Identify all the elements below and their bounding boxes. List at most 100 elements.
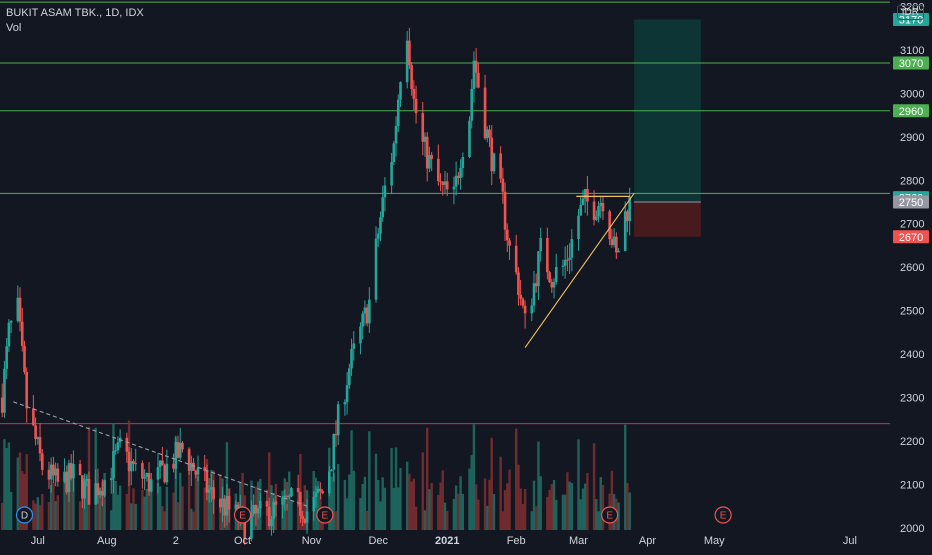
volume-bar: [343, 479, 347, 530]
price-label: 3170: [899, 15, 923, 27]
candle-body: [592, 201, 596, 220]
volume-bar: [78, 501, 82, 530]
candle-body: [514, 245, 518, 273]
volume-bar: [535, 506, 538, 530]
volume-bar: [147, 478, 151, 530]
currency-button[interactable]: IDR: [896, 5, 924, 20]
candle-body: [381, 197, 384, 218]
candle-body: [441, 181, 445, 185]
volume-bar: [532, 480, 536, 530]
volume-bar: [125, 493, 129, 530]
candle-body: [192, 462, 195, 471]
candle-body: [161, 460, 164, 466]
volume-bar: [441, 470, 444, 530]
volume-bar: [577, 439, 580, 530]
x-tick-label: Nov: [302, 535, 322, 547]
candle-body: [150, 479, 153, 492]
candle-body: [243, 510, 247, 539]
volume-bar: [468, 468, 471, 530]
candle-body: [423, 136, 427, 142]
candle-body: [348, 368, 351, 386]
candle-body: [290, 487, 293, 497]
volume-bar: [270, 485, 273, 530]
trend-line-1: [13, 401, 308, 507]
candle-body: [546, 237, 549, 273]
x-tick-label: Mar: [569, 535, 588, 547]
volume-bar: [143, 496, 146, 530]
y-tick-label: 2000: [900, 523, 924, 535]
candle-body: [101, 490, 104, 496]
x-tick-label: May: [704, 535, 725, 547]
candle-body: [303, 518, 307, 523]
volume-bar: [457, 493, 460, 530]
volume-bar: [461, 493, 464, 530]
candle-body: [296, 487, 300, 493]
candle-body: [390, 161, 393, 186]
volume-bar: [56, 495, 60, 530]
candle-body: [212, 487, 215, 500]
volume-bar: [187, 447, 191, 530]
candle-body: [49, 464, 53, 480]
volume-bar: [581, 488, 585, 530]
candle-body: [521, 298, 525, 306]
candle-body: [410, 65, 413, 89]
candle-body: [156, 467, 160, 480]
volume-bar: [41, 493, 44, 530]
volume-bar: [399, 468, 402, 530]
candle-body: [274, 501, 278, 505]
candle-body: [225, 495, 229, 516]
volume-bar: [624, 424, 627, 530]
candle-body: [52, 464, 55, 476]
volume-bar: [181, 486, 184, 530]
candle-body: [523, 305, 527, 314]
volume-bar: [49, 484, 53, 530]
candle-body: [319, 488, 322, 492]
candle-body: [570, 239, 574, 258]
trend-line-0: [524, 193, 635, 348]
event-marker-label: E: [606, 511, 613, 522]
candle-body: [552, 281, 556, 288]
volume-bar: [579, 499, 582, 530]
candle-body: [221, 498, 224, 508]
volume-bar: [145, 488, 149, 530]
volume-bar: [437, 494, 440, 530]
volume-label: Vol: [6, 22, 22, 34]
volume-bar: [165, 486, 169, 530]
volume-bar: [332, 472, 335, 530]
volume-bar: [361, 483, 364, 530]
price-label: 2750: [899, 197, 923, 209]
candle-body: [207, 489, 211, 493]
y-tick-label: 2700: [900, 219, 924, 231]
candle-body: [203, 467, 206, 471]
candle-body: [492, 153, 496, 172]
candle-body: [501, 178, 505, 192]
volume-bar: [190, 508, 193, 530]
candle-body: [425, 136, 429, 169]
volume-bar: [597, 511, 600, 530]
candle-body: [408, 40, 411, 66]
candle-body: [56, 468, 60, 482]
volume-bar: [38, 504, 42, 530]
candle-body: [145, 473, 149, 477]
volume-bar: [539, 476, 542, 530]
volume-bar: [568, 481, 571, 530]
volume-bar: [203, 487, 206, 530]
candle-body: [129, 461, 133, 472]
volume-bar: [163, 511, 166, 530]
candle-body: [483, 87, 487, 139]
volume-bar: [368, 431, 371, 530]
volume-bar: [421, 452, 424, 530]
candle-body: [78, 464, 82, 476]
candle-body: [628, 196, 631, 222]
candle-body: [579, 204, 583, 216]
candle-body: [399, 82, 402, 100]
volume-bar: [18, 452, 22, 530]
candle-body: [94, 483, 97, 505]
candle-body: [561, 265, 565, 267]
candle-body: [330, 469, 333, 472]
volume-bar: [47, 501, 51, 530]
candle-body: [361, 313, 364, 327]
candle-body: [328, 471, 331, 494]
